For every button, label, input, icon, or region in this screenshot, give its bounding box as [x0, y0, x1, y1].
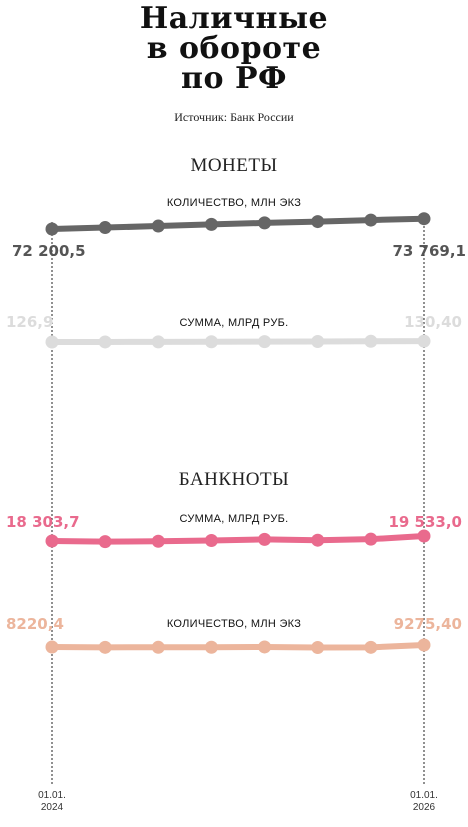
series-title: КОЛИЧЕСТВО, МЛН ЭКЗ — [167, 197, 301, 209]
series-title: СУММА, МЛРД РУБ. — [180, 513, 289, 525]
title-line-3: по РФ — [181, 61, 287, 96]
series-line — [49, 642, 427, 651]
series-line — [49, 338, 427, 345]
data-point — [417, 638, 431, 652]
data-point — [311, 640, 325, 654]
start-value-label: 18 303,7 — [6, 513, 80, 531]
data-point — [258, 532, 272, 546]
data-point — [98, 335, 112, 349]
data-point — [364, 334, 378, 348]
data-point — [98, 221, 112, 235]
data-point — [364, 213, 378, 227]
title-line-2: в обороте — [146, 31, 322, 66]
data-point — [258, 216, 272, 230]
data-point — [258, 640, 272, 654]
data-point — [364, 532, 378, 546]
data-point — [417, 212, 431, 226]
data-point — [204, 640, 218, 654]
section-title-coins: МОНЕТЫ — [190, 155, 278, 176]
data-point — [151, 335, 165, 349]
end-value-label: 19 533,0 — [388, 513, 462, 531]
start-value-label: 126,9 — [6, 313, 53, 331]
data-point — [311, 533, 325, 547]
end-value-label: 130,40 — [404, 313, 462, 331]
series-title: КОЛИЧЕСТВО, МЛН ЭКЗ — [167, 618, 301, 630]
data-point — [151, 219, 165, 233]
data-point — [98, 535, 112, 549]
data-point — [204, 534, 218, 548]
x-label-start: 2024 — [41, 802, 64, 813]
start-value-label: 8220,4 — [6, 615, 64, 633]
data-point — [45, 640, 59, 654]
chart-title: Наличные в обороте по РФ — [0, 4, 468, 94]
series-line — [49, 215, 427, 232]
source-note: Источник: Банк России — [174, 110, 294, 124]
series-line — [49, 533, 427, 545]
end-value-label: 9275,40 — [394, 615, 462, 633]
data-point — [204, 217, 218, 231]
x-label-start: 01.01. — [38, 790, 66, 801]
data-point — [45, 335, 59, 349]
data-point — [45, 534, 59, 548]
data-point — [311, 334, 325, 348]
data-point — [364, 640, 378, 654]
data-point — [417, 529, 431, 543]
title-line-1: Наличные — [139, 1, 329, 36]
start-value-label: 72 200,5 — [12, 242, 86, 260]
data-point — [258, 335, 272, 349]
x-label-end: 2026 — [413, 802, 436, 813]
data-point — [417, 334, 431, 348]
data-point — [151, 640, 165, 654]
data-point — [311, 215, 325, 229]
series-title: СУММА, МЛРД РУБ. — [180, 317, 289, 329]
data-point — [151, 534, 165, 548]
data-point — [98, 640, 112, 654]
data-point — [45, 222, 59, 236]
end-value-label: 73 769,1 — [392, 242, 466, 260]
x-label-end: 01.01. — [410, 790, 438, 801]
data-point — [204, 335, 218, 349]
section-title-banknotes: БАНКНОТЫ — [178, 469, 290, 490]
